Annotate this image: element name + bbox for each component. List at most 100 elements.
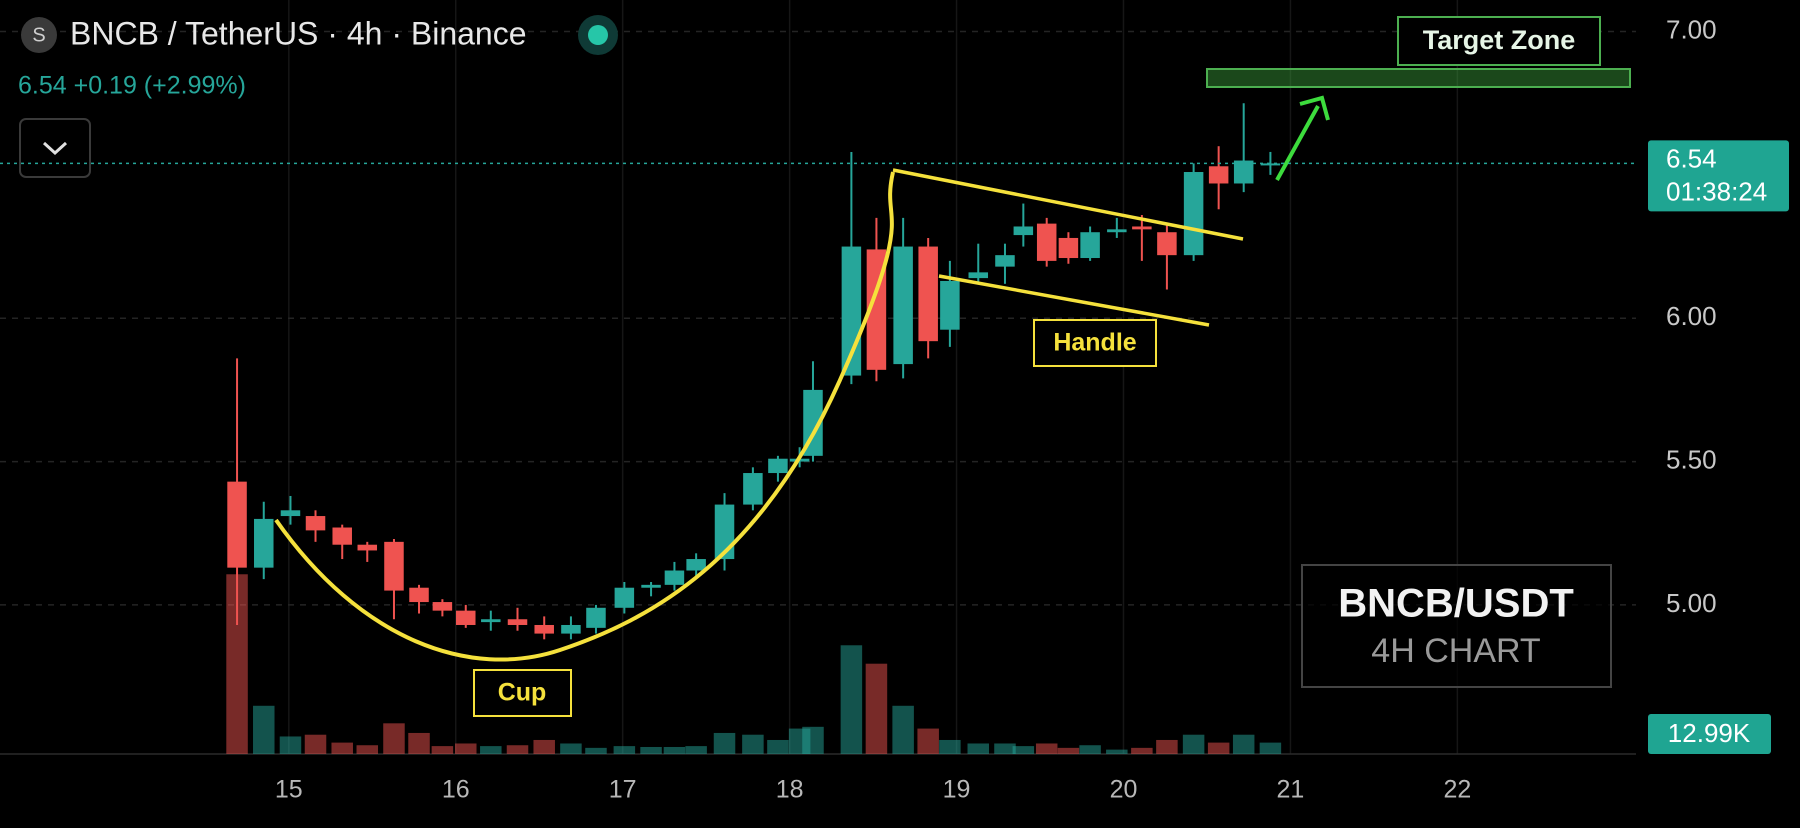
quote: 6.54 +0.19 (+2.99%) xyxy=(18,72,246,100)
price-badge-label: 6.54 xyxy=(1666,143,1717,173)
volume-bar xyxy=(408,732,430,754)
candle-body xyxy=(1132,226,1152,230)
handle-label: Handle xyxy=(1053,329,1136,357)
candle-body xyxy=(1260,163,1281,166)
volume-bar xyxy=(585,747,607,754)
candle-body xyxy=(384,541,404,591)
candle-body xyxy=(743,473,763,505)
volume-bar xyxy=(331,742,353,754)
candle-body xyxy=(664,570,685,585)
status-dot xyxy=(588,25,608,45)
volume-bar xyxy=(865,663,888,754)
volume-bar xyxy=(1079,745,1101,754)
volume-bar xyxy=(685,746,707,754)
volume-bar xyxy=(455,743,477,754)
candle-body xyxy=(507,619,528,625)
volume-bar xyxy=(742,734,764,754)
candle-body xyxy=(686,559,706,571)
candle-body xyxy=(768,458,788,474)
handle-lower-line xyxy=(938,274,1210,327)
collapse-button[interactable] xyxy=(19,118,91,178)
candle-body xyxy=(1233,160,1254,184)
candle-body xyxy=(1080,232,1100,259)
candle-body xyxy=(968,272,989,279)
target-label-box xyxy=(1397,16,1601,66)
x-tick-label: 21 xyxy=(1277,776,1305,804)
y-tick-label: 5.50 xyxy=(1666,444,1717,474)
volume-bar xyxy=(1057,747,1080,754)
symbol-icon xyxy=(21,17,57,53)
target-label: Target Zone xyxy=(1423,25,1576,55)
volume-bar xyxy=(1106,749,1128,754)
candle-body xyxy=(561,624,581,634)
price-badge xyxy=(1648,140,1789,212)
candle-body xyxy=(481,619,501,623)
candle-body xyxy=(409,587,429,603)
volume-bar xyxy=(1259,742,1282,754)
y-tick-label: 7.00 xyxy=(1666,14,1717,44)
handle-upper-line xyxy=(892,168,1244,241)
volume-bar xyxy=(640,746,662,754)
x-tick-label: 19 xyxy=(943,776,971,804)
candle-body xyxy=(357,544,378,551)
volume-badge xyxy=(1648,714,1771,754)
volume-layer xyxy=(226,574,1282,754)
volume-bar xyxy=(1207,742,1230,754)
volume-bar xyxy=(1156,739,1178,754)
cup-label-box xyxy=(473,669,572,717)
candle-body xyxy=(940,280,960,330)
y-tick-label: 5.00 xyxy=(1666,588,1717,618)
symbol-icon-letter: S xyxy=(32,24,45,46)
symbol-title: BNCB / TetherUS · 4h · Binance xyxy=(70,15,527,51)
candle-body xyxy=(1013,226,1034,236)
candle-body xyxy=(254,518,274,568)
candle-body xyxy=(280,510,301,517)
volume-bar xyxy=(892,705,914,754)
candle-body xyxy=(995,255,1015,267)
candle-body xyxy=(1208,166,1229,184)
candle-body xyxy=(1183,172,1204,256)
volume-bar xyxy=(226,574,248,754)
candle-body xyxy=(456,610,476,625)
volume-bar xyxy=(1182,734,1205,754)
volume-bar xyxy=(1131,747,1153,754)
volume-bar xyxy=(939,739,961,754)
x-tick-label: 16 xyxy=(442,776,470,804)
candle-body xyxy=(586,607,606,628)
x-tick-label: 22 xyxy=(1443,776,1471,804)
volume-bar xyxy=(304,734,327,754)
volume-badge-label: 12.99K xyxy=(1668,718,1751,748)
cup-label: Cup xyxy=(498,679,547,707)
candle-body xyxy=(641,584,661,588)
volume-bar xyxy=(506,745,529,754)
x-tick-label: 15 xyxy=(275,776,303,804)
arrow-shaft xyxy=(1275,105,1320,181)
candle-body xyxy=(432,602,453,611)
volume-bar xyxy=(533,739,555,754)
volume-bar xyxy=(1012,746,1035,754)
candle-body xyxy=(614,587,635,608)
x-tick-label: 20 xyxy=(1110,776,1138,804)
volume-bar xyxy=(613,746,636,754)
volume-bar xyxy=(917,728,939,754)
target-zone xyxy=(1206,68,1631,88)
countdown-label: 01:38:24 xyxy=(1666,176,1767,206)
volume-bar xyxy=(480,746,502,754)
candle-body xyxy=(1107,229,1127,233)
volume-bar xyxy=(713,732,736,754)
watermark-box xyxy=(1301,564,1612,688)
candle-body xyxy=(227,481,247,568)
candle-body xyxy=(534,624,554,634)
volume-bar xyxy=(967,743,990,754)
volume-bar xyxy=(1232,734,1255,754)
arrow-head xyxy=(1299,95,1330,121)
x-tick-label: 18 xyxy=(776,776,804,804)
x-tick-label: 17 xyxy=(609,776,637,804)
volume-bar xyxy=(1035,743,1058,754)
volume-bar xyxy=(767,739,789,754)
volume-bar xyxy=(383,723,405,754)
watermark-timeframe: 4H CHART xyxy=(1371,632,1540,670)
candle-body xyxy=(305,516,326,531)
volume-bar xyxy=(431,746,454,754)
